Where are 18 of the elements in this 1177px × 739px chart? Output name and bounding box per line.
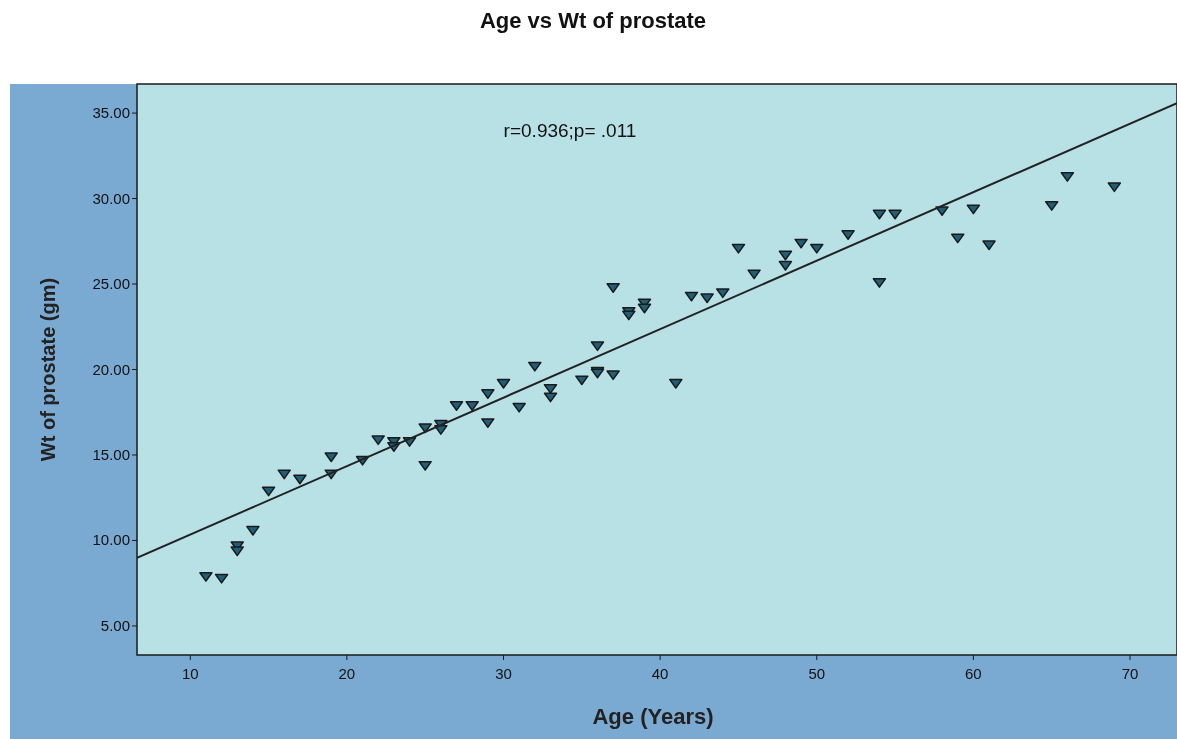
y-tick-label: 20.00 bbox=[92, 360, 130, 378]
x-tick-label: 40 bbox=[651, 665, 669, 682]
x-tick-label: 50 bbox=[808, 665, 826, 682]
x-tick-label: 60 bbox=[965, 665, 982, 682]
y-axis-title: Wt of prostate (gm) bbox=[37, 277, 59, 462]
y-tick-label: 30.00 bbox=[92, 189, 130, 207]
x-tick-label: 30 bbox=[495, 665, 512, 682]
y-tick-label: 10.00 bbox=[92, 531, 130, 549]
y-tick-label: 15.00 bbox=[92, 445, 130, 463]
y-tick-label: 5.00 bbox=[100, 616, 130, 634]
chart-title: Age vs Wt of prostate bbox=[479, 8, 707, 33]
x-tick-label: 20 bbox=[338, 665, 356, 682]
x-tick-label: 10 bbox=[181, 665, 199, 682]
y-tick-label: 25.00 bbox=[92, 275, 130, 293]
x-tick-label: 70 bbox=[1121, 665, 1139, 682]
annotation: r=0.936;p= .011 bbox=[503, 120, 637, 141]
y-tick-label: 35.00 bbox=[92, 104, 130, 122]
x-axis-title: Age (Years) bbox=[592, 704, 714, 729]
